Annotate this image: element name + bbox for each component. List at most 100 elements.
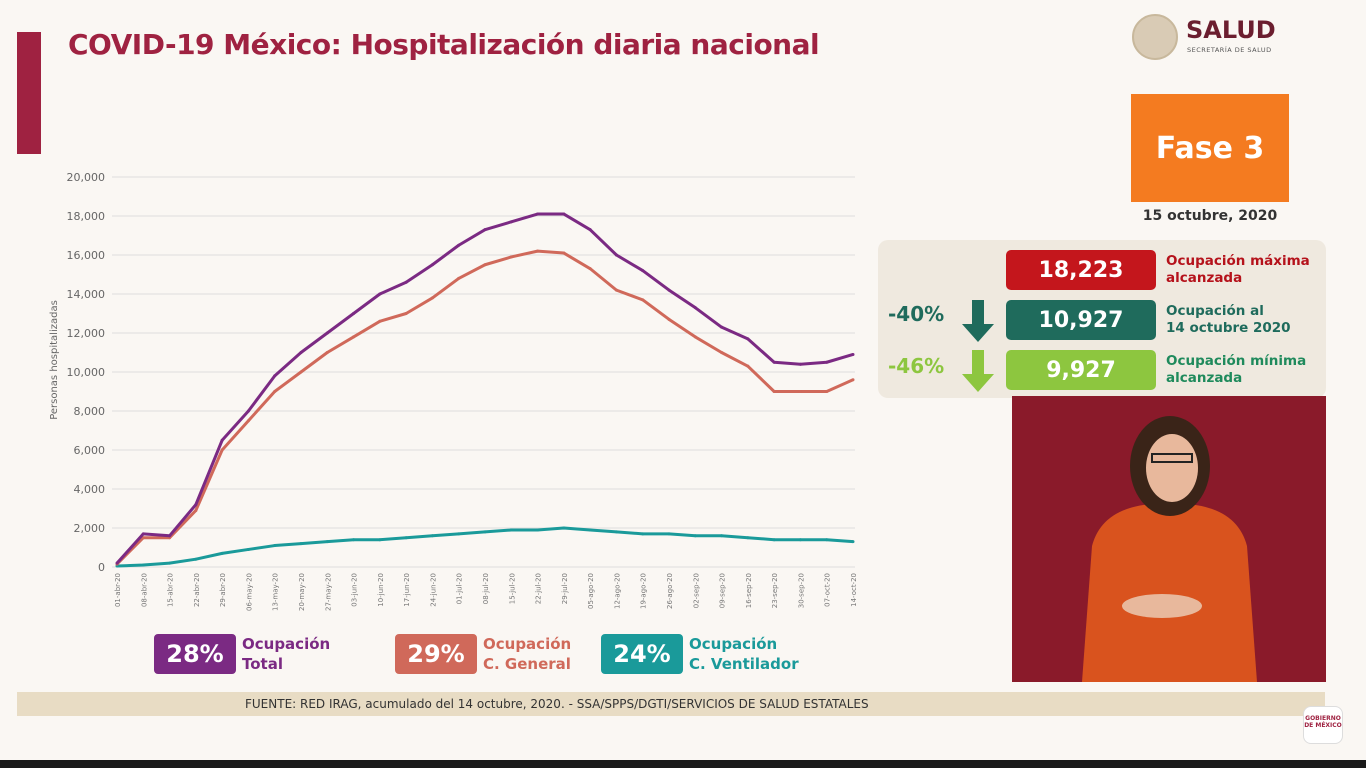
x-tick-label: 22-abr-20	[193, 573, 201, 607]
min-pct: -46%	[888, 354, 945, 378]
data-point	[194, 508, 198, 512]
data-point	[430, 534, 434, 538]
data-point	[352, 335, 356, 339]
legend-pct: 28%	[154, 634, 236, 674]
logo-name: SALUD	[1186, 16, 1276, 44]
x-tick-label: 09-sep-20	[719, 573, 727, 608]
data-point	[273, 390, 277, 393]
data-point	[825, 360, 829, 364]
x-tick-label: 07-oct-20	[824, 573, 832, 607]
y-tick-label: 20,000	[67, 171, 106, 184]
data-point	[273, 374, 277, 378]
x-tick-label: 20-may-20	[298, 573, 306, 611]
x-tick-label: 22-jul-20	[535, 573, 543, 604]
arrow-down-icon	[962, 350, 994, 392]
data-point	[246, 409, 250, 413]
x-tick-label: 08-abr-20	[140, 573, 148, 607]
data-point	[641, 532, 645, 536]
data-point	[693, 534, 697, 538]
data-point	[667, 288, 671, 292]
data-point	[720, 325, 724, 329]
data-point	[194, 503, 198, 507]
y-tick-label: 6,000	[74, 444, 106, 457]
data-point	[536, 528, 540, 532]
data-point	[273, 544, 277, 548]
y-tick-label: 16,000	[67, 249, 106, 262]
data-point	[614, 253, 618, 257]
data-point	[720, 534, 724, 538]
x-tick-label: 14-oct-20	[850, 573, 858, 607]
summary-panel: 18,223 Ocupación máxima alcanzada -40% 10…	[878, 240, 1326, 398]
data-point	[614, 530, 618, 534]
x-tick-label: 01-abr-20	[114, 573, 122, 607]
y-tick-label: 14,000	[67, 288, 106, 301]
x-tick-label: 08-jul-20	[482, 573, 490, 604]
data-point	[141, 563, 145, 567]
arrow-down-icon	[962, 300, 994, 342]
data-point	[588, 267, 592, 271]
series-line-ocupaci-n-c-general	[115, 249, 854, 566]
x-tick-label: 15-jul-20	[508, 573, 516, 604]
data-point	[772, 360, 776, 364]
data-point	[299, 351, 303, 354]
x-tick-label: 29-abr-20	[219, 573, 227, 607]
data-point	[720, 351, 724, 354]
data-point	[299, 542, 303, 546]
data-point	[798, 362, 802, 366]
y-tick-label: 10,000	[67, 366, 106, 379]
data-point	[693, 306, 697, 310]
data-point	[299, 370, 303, 374]
data-point	[168, 561, 172, 565]
data-point	[746, 337, 750, 341]
data-point	[141, 532, 145, 536]
data-point	[772, 390, 776, 393]
page-title: COVID-19 México: Hospitalización diaria …	[68, 28, 820, 61]
data-point	[404, 280, 408, 284]
current-value: 10,927	[1006, 300, 1156, 340]
x-tick-label: 10-jun-20	[377, 573, 385, 607]
data-point	[325, 351, 329, 354]
x-tick-label: 06-may-20	[245, 573, 253, 611]
data-point	[404, 312, 408, 315]
data-point	[588, 528, 592, 532]
data-point	[509, 528, 513, 532]
data-point	[772, 538, 776, 542]
x-tick-label: 27-may-20	[324, 573, 332, 611]
data-point	[430, 263, 434, 267]
data-point	[246, 419, 250, 423]
legend-total: 28% Ocupación Total	[154, 634, 330, 674]
data-point	[378, 538, 382, 542]
legend-ventilator: 24% Ocupación C. Ventilador	[601, 634, 799, 674]
data-point	[536, 212, 540, 216]
data-point	[430, 296, 434, 300]
data-point	[851, 352, 855, 356]
data-point	[667, 317, 671, 321]
data-point	[798, 538, 802, 542]
data-point	[746, 536, 750, 540]
interpreter-figure	[1082, 416, 1257, 682]
y-axis-label: Personas hospitalizadas	[49, 300, 60, 420]
salud-logo: SALUD SECRETARÍA DE SALUD	[1130, 12, 1300, 62]
data-point	[325, 540, 329, 544]
data-point	[483, 228, 487, 232]
data-point	[746, 364, 750, 368]
sign-language-interpreter-video	[1012, 396, 1326, 682]
data-point	[562, 251, 566, 255]
data-point	[457, 532, 461, 536]
data-point	[588, 228, 592, 232]
y-tick-label: 8,000	[74, 405, 106, 418]
max-label: Ocupación máxima alcanzada	[1166, 253, 1310, 286]
data-point	[641, 269, 645, 273]
data-point	[562, 526, 566, 530]
data-point	[667, 532, 671, 536]
x-tick-label: 16-sep-20	[745, 573, 753, 608]
seal-icon	[1132, 14, 1178, 60]
data-point	[115, 561, 119, 565]
data-point	[641, 298, 645, 302]
data-point	[483, 530, 487, 534]
source-footer: FUENTE: RED IRAG, acumulado del 14 octub…	[17, 692, 1325, 716]
title-accent-bar	[17, 32, 41, 154]
data-point	[825, 390, 829, 393]
x-tick-label: 02-sep-20	[692, 573, 700, 608]
x-tick-label: 12-ago-20	[613, 573, 621, 609]
